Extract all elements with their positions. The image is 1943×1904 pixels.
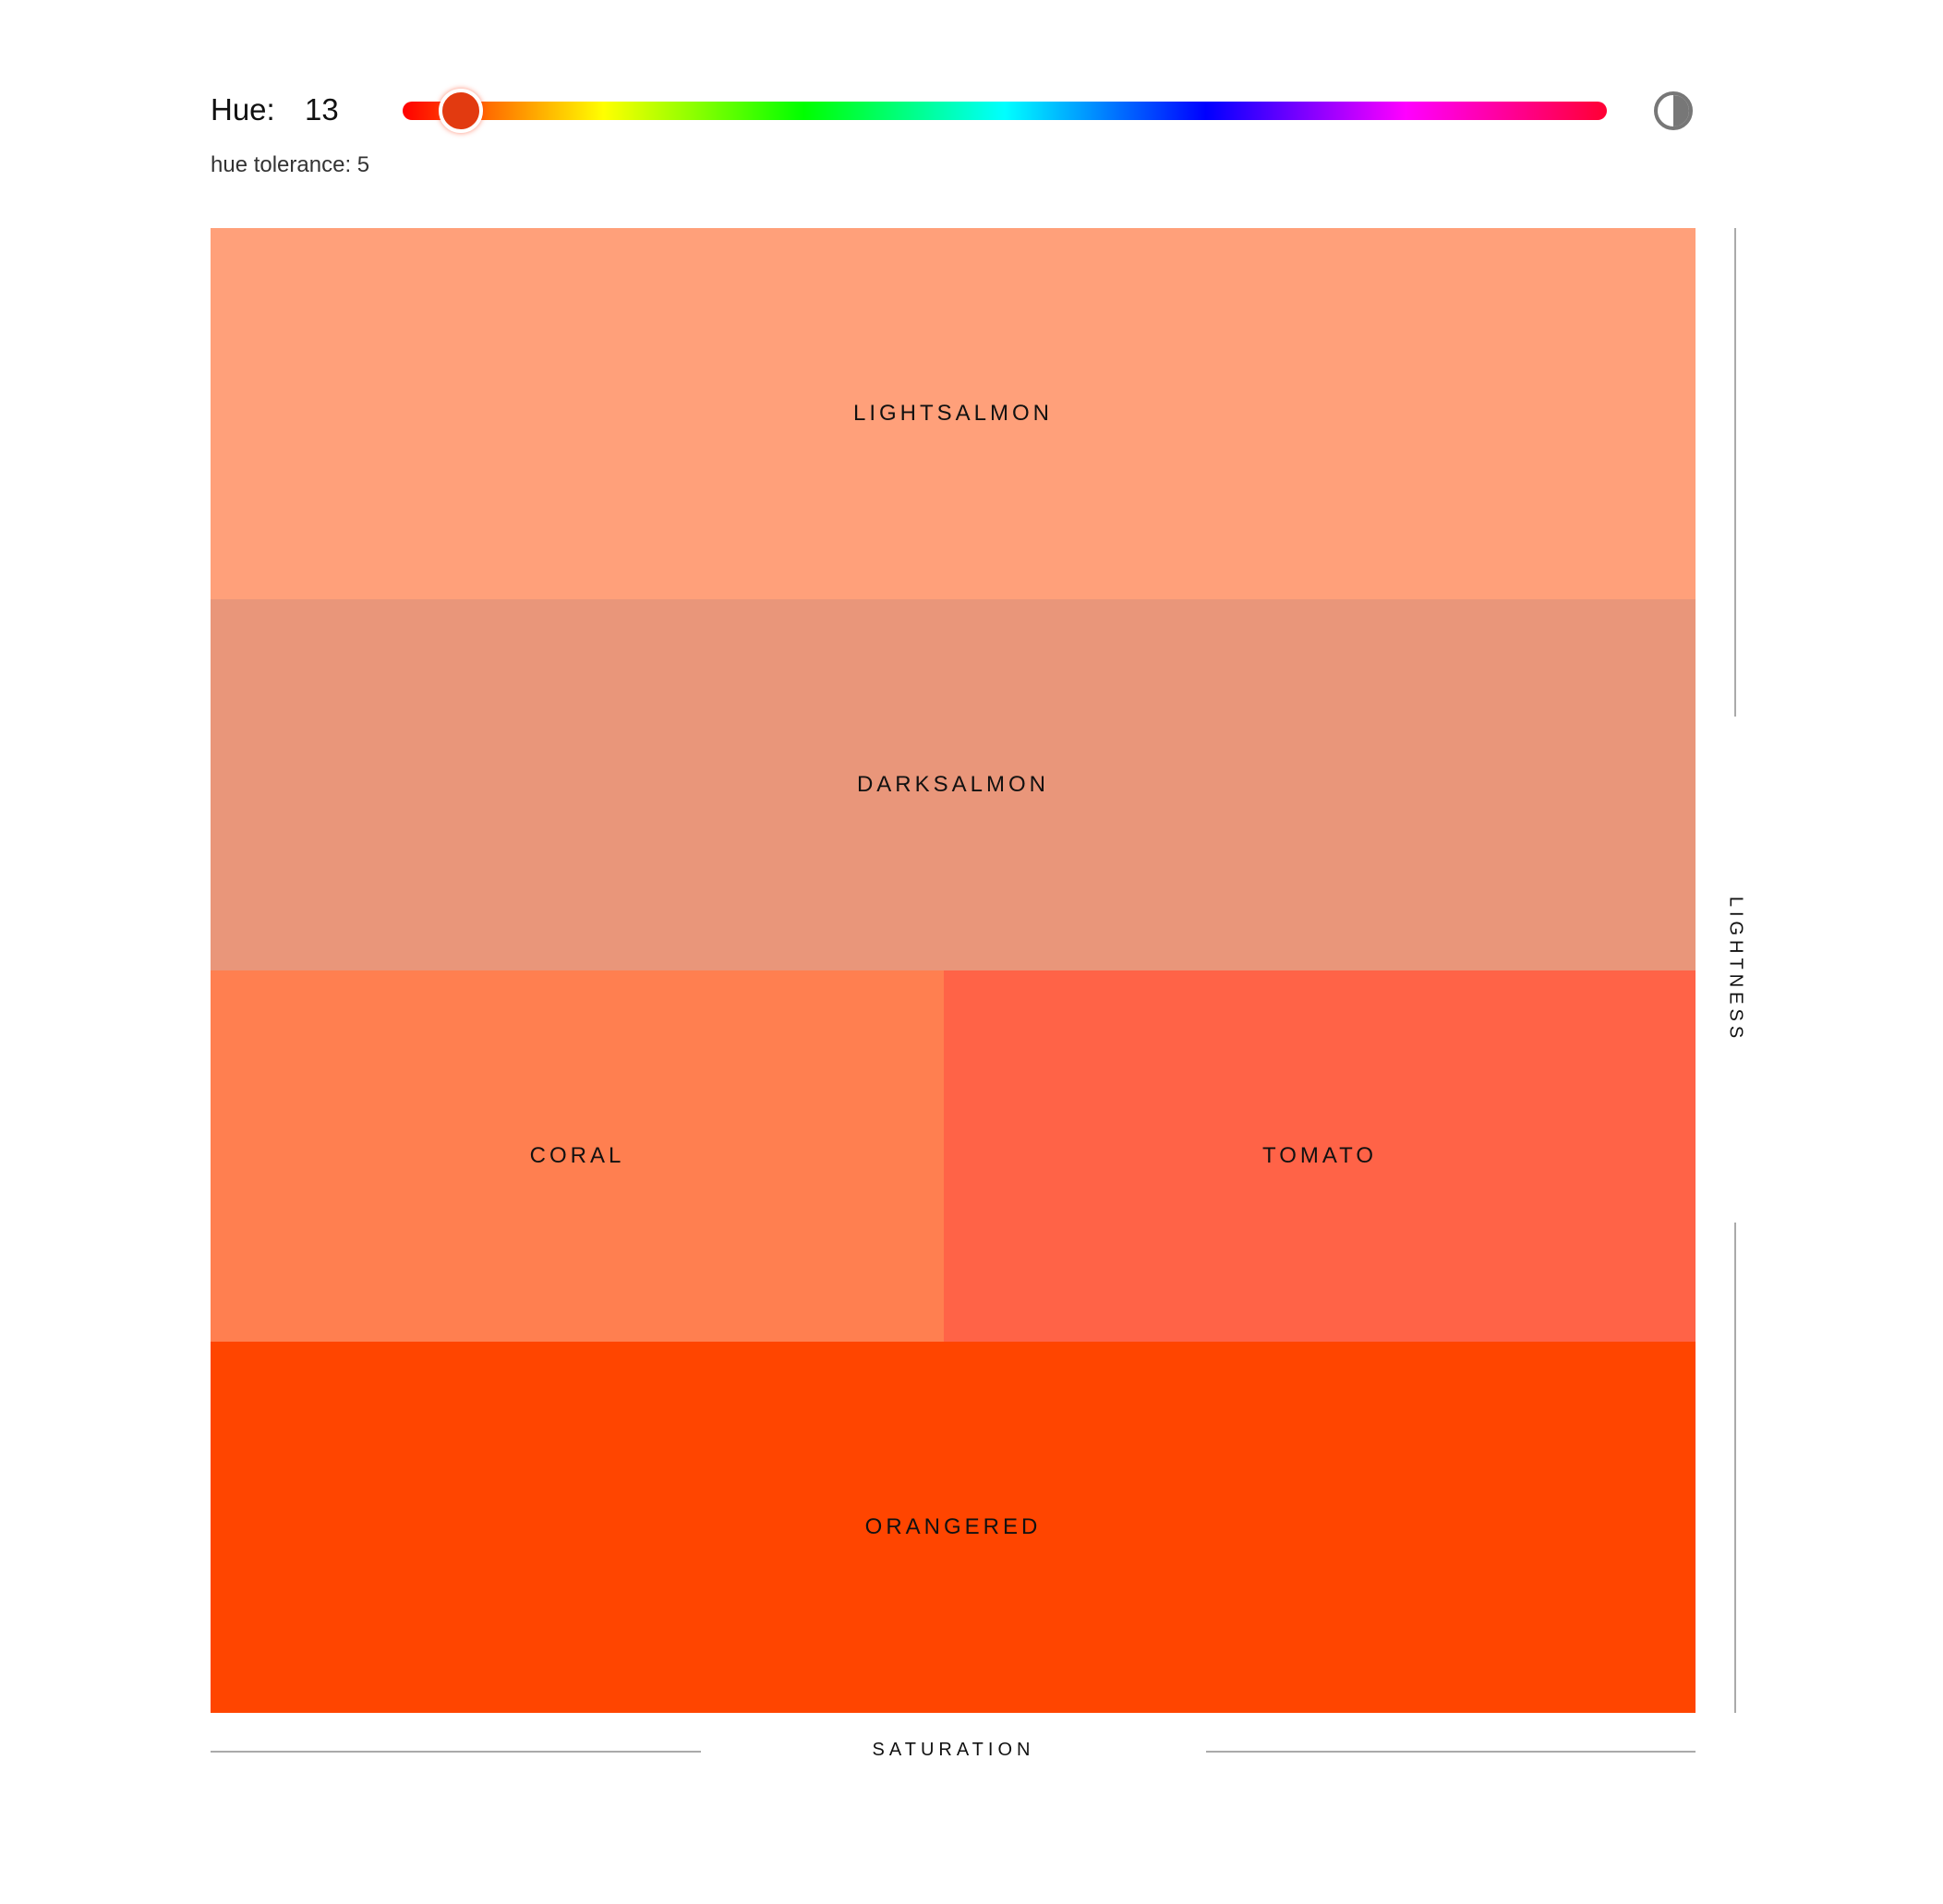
- saturation-axis-line: [1206, 1751, 1696, 1753]
- swatch-label: DARKSALMON: [856, 772, 1050, 797]
- hue-slider[interactable]: [403, 102, 1607, 120]
- swatch-orangered[interactable]: ORANGERED: [211, 1342, 1696, 1713]
- lightness-axis-line: [1734, 1223, 1736, 1713]
- lightness-axis-label: LIGHTNESS: [1725, 896, 1746, 1043]
- hue-slider-thumb[interactable]: [439, 89, 483, 133]
- color-grid: LIGHTSALMON DARKSALMON CORAL TOMATO ORAN…: [211, 228, 1696, 1713]
- swatch-label: ORANGERED: [864, 1514, 1042, 1539]
- swatch-label: CORAL: [529, 1143, 625, 1168]
- lightness-axis-line: [1734, 228, 1736, 717]
- hue-tolerance-text: hue tolerance: 5: [211, 152, 370, 177]
- swatch-lightsalmon[interactable]: LIGHTSALMON: [211, 228, 1696, 599]
- swatch-label: TOMATO: [1261, 1143, 1377, 1168]
- hue-label: Hue:: [211, 92, 275, 127]
- hue-value: 13: [305, 92, 339, 127]
- saturation-axis-line: [211, 1751, 701, 1753]
- contrast-icon[interactable]: [1653, 90, 1694, 131]
- swatch-darksalmon[interactable]: DARKSALMON: [211, 599, 1696, 970]
- swatch-coral[interactable]: CORAL: [211, 970, 944, 1342]
- saturation-axis-label: SATURATION: [872, 1740, 1035, 1760]
- swatch-label: LIGHTSALMON: [852, 401, 1054, 426]
- swatch-tomato[interactable]: TOMATO: [944, 970, 1696, 1342]
